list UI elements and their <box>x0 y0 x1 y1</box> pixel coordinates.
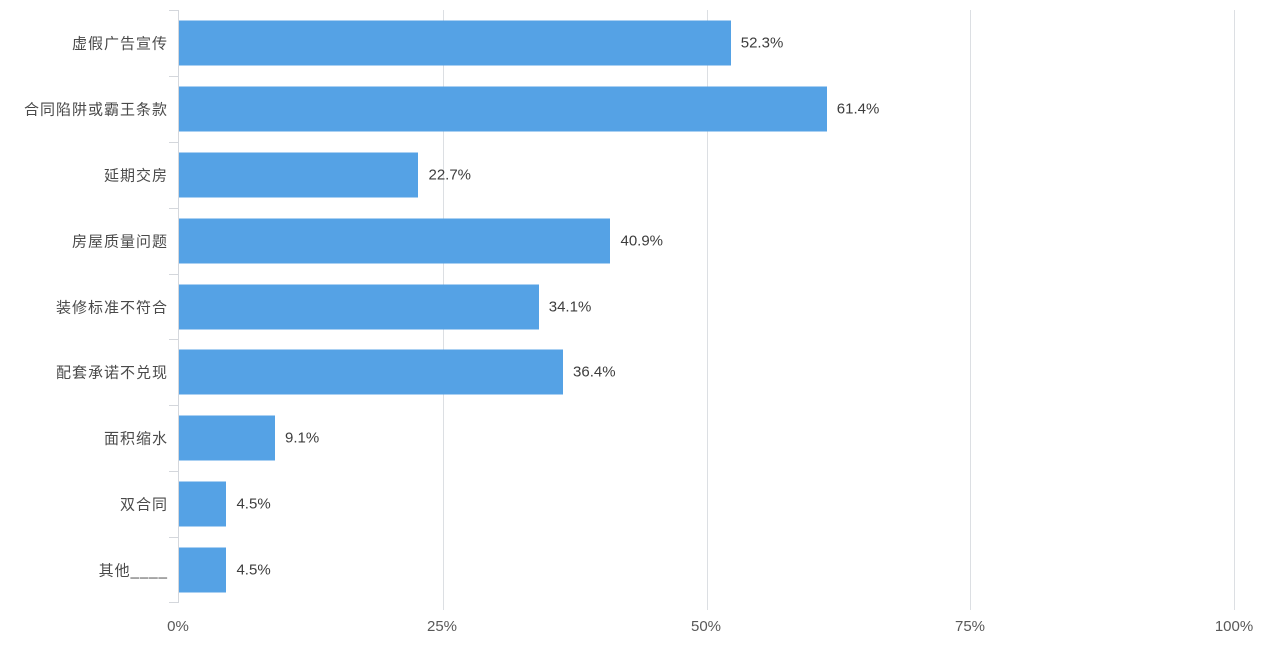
category-label: 配套承诺不兑现 <box>55 364 168 382</box>
category-label: 房屋质量问题 <box>71 233 168 251</box>
category-label: 装修标准不符合 <box>55 299 168 316</box>
bar-row: 双合同 4.5% <box>120 471 1234 537</box>
bar-row: 虚假广告宣传 52.3% <box>72 10 1234 76</box>
gridline-75% <box>970 10 972 610</box>
y-axis-tick <box>169 602 179 603</box>
bar <box>179 481 227 527</box>
x-axis-tick-label: 0% <box>167 618 189 635</box>
bar <box>179 415 275 461</box>
bar <box>179 218 611 264</box>
value-label: 22.7% <box>428 166 472 184</box>
y-axis-tick <box>169 273 179 275</box>
y-axis-tick <box>169 405 179 407</box>
y-axis-tick <box>169 141 179 143</box>
value-label: 40.9% <box>620 232 664 250</box>
bar <box>179 349 564 395</box>
x-axis-tick-label: 100% <box>1214 618 1254 635</box>
bar-row: 装修标准不符合 34.1% <box>56 274 1234 340</box>
value-label: 52.3% <box>740 34 784 52</box>
bar-row: 面积缩水 9.1% <box>104 405 1234 471</box>
value-label: 9.1% <box>285 429 320 447</box>
gridline-50% <box>706 10 708 610</box>
value-label: 36.4% <box>573 363 616 381</box>
bar <box>179 547 227 593</box>
x-axis: 0% 25% 50% 75% 100% <box>167 618 1253 640</box>
y-axis-tick <box>169 537 179 539</box>
plot-area: 虚假广告宣传 52.3% 合同陷阱或霸王条款 61.4% 延期交房 22.7% 房屋质量问题… <box>24 10 1235 610</box>
category-label: 延期交房 <box>103 167 168 185</box>
bar <box>179 284 539 329</box>
bar-row: 合同陷阱或霸王条款 61.4% <box>24 76 1234 142</box>
category-label: 合同陷阱或霸王条款 <box>23 101 168 119</box>
gridline-100% <box>1234 10 1235 610</box>
bar-row: 房屋质量问题 40.9% <box>72 208 1234 274</box>
value-label: 34.1% <box>548 298 592 315</box>
category-label: 其他____ <box>98 562 168 580</box>
bar <box>179 20 731 66</box>
category-label: 双合同 <box>119 496 168 514</box>
x-axis-tick-label: 50% <box>690 618 722 635</box>
x-axis-tick-label: 75% <box>954 618 986 635</box>
x-axis-tick-label: 25% <box>426 618 458 635</box>
bar-row: 其他____ 4.5% <box>99 537 1234 603</box>
bar <box>179 152 419 198</box>
y-axis-tick <box>169 207 179 209</box>
y-axis-tick <box>169 75 179 77</box>
value-label: 61.4% <box>836 100 880 118</box>
y-axis-tick <box>169 10 179 11</box>
value-label: 4.5% <box>236 561 271 579</box>
bar-row: 延期交房 22.7% <box>104 142 1234 208</box>
value-label: 4.5% <box>236 495 271 513</box>
category-label: 面积缩水 <box>103 430 168 448</box>
y-axis-tick <box>169 339 179 341</box>
bar-row: 配套承诺不兑现 36.4% <box>56 339 1234 405</box>
category-label: 虚假广告宣传 <box>71 35 168 53</box>
bar <box>179 86 827 132</box>
y-axis-tick <box>169 471 179 473</box>
